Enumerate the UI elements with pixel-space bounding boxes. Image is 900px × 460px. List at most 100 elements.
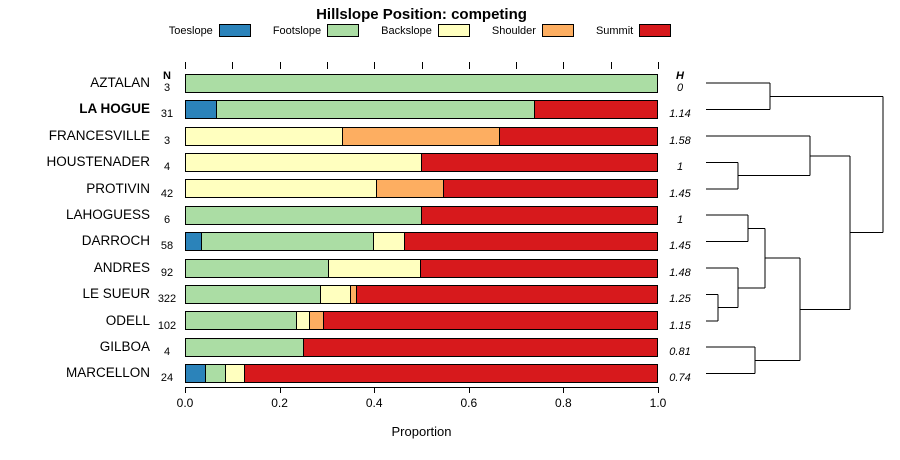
stacked-bar <box>185 337 658 357</box>
bar-segment-footslope <box>202 233 375 251</box>
legend-swatch-shoulder-icon <box>541 24 574 37</box>
h-value: 1.48 <box>669 266 691 279</box>
bar-segment-toeslope <box>186 365 206 383</box>
top-axis-tick <box>374 62 376 69</box>
top-axis-tick <box>421 62 423 69</box>
bar-segment-summit <box>421 206 657 224</box>
bar-segment-shoulder <box>310 312 324 330</box>
row-label: HOUSTENADER <box>46 154 150 170</box>
bar-segment-backslope <box>296 312 311 330</box>
row-label: ANDRES <box>93 259 150 275</box>
bar-segment-summit <box>444 180 657 198</box>
top-axis-tick <box>326 62 328 69</box>
row-label: PROTIVIN <box>86 180 150 196</box>
h-value: 1.45 <box>669 187 691 200</box>
stacked-bar <box>185 126 658 146</box>
stacked-bar <box>185 73 658 93</box>
x-tick-label: 0.8 <box>555 395 572 410</box>
row-label: AZTALAN <box>90 75 150 90</box>
bar-segment-backslope <box>329 259 422 277</box>
bar-segment-summit <box>421 153 657 171</box>
x-tick-label: 0.4 <box>365 395 383 410</box>
bar-segment-backslope <box>320 285 352 303</box>
x-axis-tick <box>563 386 565 393</box>
row-label: DARROCH <box>81 233 150 249</box>
bar-segment-shoulder <box>342 127 500 145</box>
bar-segment-summit <box>499 127 657 145</box>
top-axis-tick <box>232 62 234 69</box>
chart-title: Hillslope Position: competing <box>316 6 527 23</box>
legend-swatch-footslope-icon <box>327 24 360 37</box>
legend-item-footslope: Footslope <box>272 24 360 37</box>
bar-segment-summit <box>245 365 657 383</box>
bar-segment-backslope <box>225 365 246 383</box>
stacked-bar <box>185 364 658 384</box>
n-value: 31 <box>160 108 174 121</box>
row-label: FRANCESVILLE <box>48 127 150 143</box>
h-value: 1.58 <box>669 134 691 147</box>
bar-segment-footslope <box>205 365 226 383</box>
legend: Toeslope Footslope Backslope Shoulder Summit <box>95 24 745 37</box>
top-axis-tick <box>610 62 612 69</box>
stacked-bar <box>185 205 658 225</box>
legend-item-summit: Summit <box>596 24 672 37</box>
row-label: LA HOGUE <box>79 101 150 117</box>
n-value: 4 <box>163 346 171 358</box>
x-tick-label: 0.6 <box>460 395 478 410</box>
x-axis-line <box>185 386 658 388</box>
stacked-bar <box>185 284 658 304</box>
bar-segment-footslope <box>186 312 297 330</box>
x-tick-label: 0.0 <box>176 395 194 410</box>
n-value: 4 <box>163 161 171 174</box>
legend-label: Footslope <box>272 24 322 37</box>
stacked-bar <box>185 179 658 199</box>
x-axis-tick <box>374 386 376 393</box>
bar-segment-toeslope <box>186 233 203 251</box>
x-axis-label: Proportion <box>391 424 452 439</box>
row-label: LAHOGUESS <box>65 207 150 222</box>
bar-segment-footslope <box>186 285 321 303</box>
h-value: 1 <box>676 214 684 226</box>
h-column-header: H <box>676 70 684 82</box>
bar-segment-shoulder <box>351 285 357 303</box>
legend-swatch-backslope-icon <box>437 24 470 37</box>
top-axis-tick <box>516 62 518 69</box>
x-tick-label: 1.0 <box>649 395 667 410</box>
legend-item-toeslope: Toeslope <box>169 24 251 37</box>
stacked-bar <box>185 258 658 278</box>
bar-segment-summit <box>405 233 657 251</box>
n-value: 42 <box>160 187 174 200</box>
bar-segment-summit <box>323 312 657 330</box>
h-value: 0 <box>676 82 684 94</box>
bar-segment-backslope <box>186 180 377 198</box>
h-value: 0.81 <box>669 346 691 358</box>
top-axis-tick <box>185 62 186 69</box>
n-value: 3 <box>163 82 171 94</box>
row-label: ODELL <box>105 312 150 328</box>
top-axis-tick <box>658 62 659 69</box>
bar-segment-summit <box>535 101 657 119</box>
row-label: GILBOA <box>99 339 150 354</box>
stacked-bar <box>185 232 658 252</box>
top-axis-tick <box>468 62 470 69</box>
top-axis-tick <box>279 62 281 69</box>
n-value: 92 <box>160 266 174 279</box>
h-value: 1 <box>676 161 684 174</box>
n-value: 6 <box>163 214 171 226</box>
legend-label: Backslope <box>381 24 432 37</box>
n-value: 102 <box>157 319 177 332</box>
legend-item-shoulder: Shoulder <box>492 24 574 37</box>
bar-segment-footslope <box>216 101 536 119</box>
legend-label: Toeslope <box>168 24 213 37</box>
stacked-bar <box>185 152 658 172</box>
h-value: 1.14 <box>669 108 691 121</box>
x-axis-tick <box>658 386 659 393</box>
bar-segment-footslope <box>186 206 422 224</box>
bar-segment-footslope <box>186 74 657 92</box>
h-value: 0.74 <box>669 372 691 385</box>
bar-segment-backslope <box>374 233 405 251</box>
top-axis-tick <box>563 62 565 69</box>
legend-swatch-toeslope-icon <box>218 24 251 37</box>
row-label: LE SUEUR <box>82 286 150 302</box>
stacked-bar <box>185 100 658 120</box>
